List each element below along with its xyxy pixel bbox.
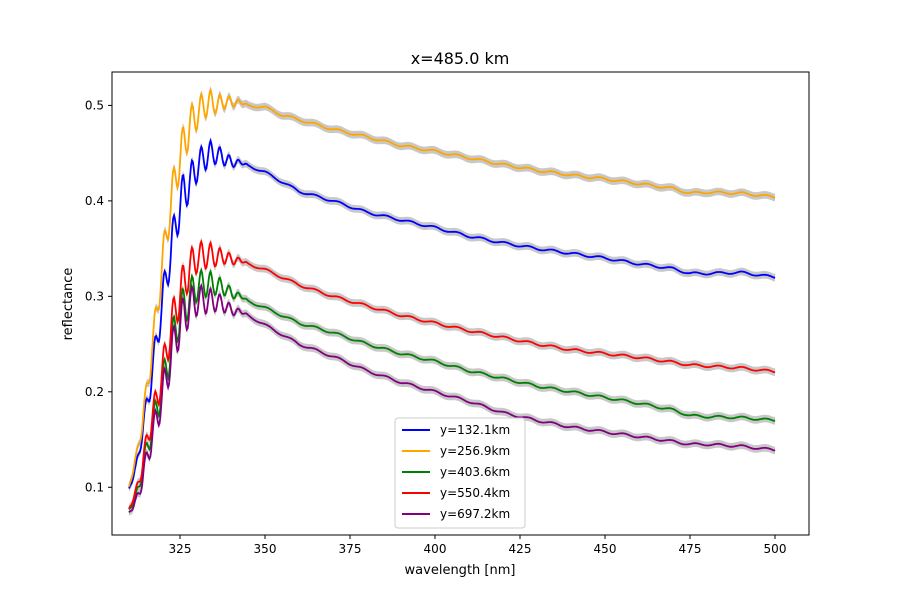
x-axis-label: wavelength [nm] [405,563,516,578]
y-tick-label: 0.3 [85,289,104,303]
series-line [128,239,776,509]
x-tick-label: 450 [594,542,617,556]
x-tick-label: 400 [424,542,447,556]
x-tick-label: 325 [169,542,192,556]
legend-entry: y=403.6km [440,465,510,479]
x-tick-label: 350 [254,542,277,556]
x-tick-label: 500 [764,542,787,556]
chart-title: x=485.0 km [411,49,510,68]
y-tick-label: 0.4 [85,194,104,208]
legend-entry: y=132.1km [440,423,510,437]
y-tick-label: 0.5 [85,98,104,112]
series-line [128,267,776,510]
uncertainty-band [129,281,775,517]
legend-entry: y=256.9km [440,444,510,458]
x-tick-label: 425 [509,542,532,556]
legend-box [394,417,526,529]
series-line [128,87,776,487]
x-tick-label: 375 [339,542,362,556]
x-tick-label: 475 [679,542,702,556]
x-axis-ticks: 325 350 375 400 425 450 475 500 [169,535,787,556]
y-tick-label: 0.1 [85,480,104,494]
plot-frame [111,71,810,536]
legend-entry: y=550.4km [440,486,510,500]
series-lines [128,87,776,513]
y-axis-label: reflectance [61,268,76,341]
legend: y=132.1km y=256.9km y=403.6km y=550.4km y=69… [394,417,526,529]
uncertainty-bands [129,86,775,517]
legend-entry: y=697.2km [440,507,510,521]
y-axis-ticks: 0.1 0.2 0.3 0.4 0.5 [85,98,112,494]
y-tick-label: 0.2 [85,385,104,399]
series-line [128,283,776,513]
series-line [128,137,776,489]
